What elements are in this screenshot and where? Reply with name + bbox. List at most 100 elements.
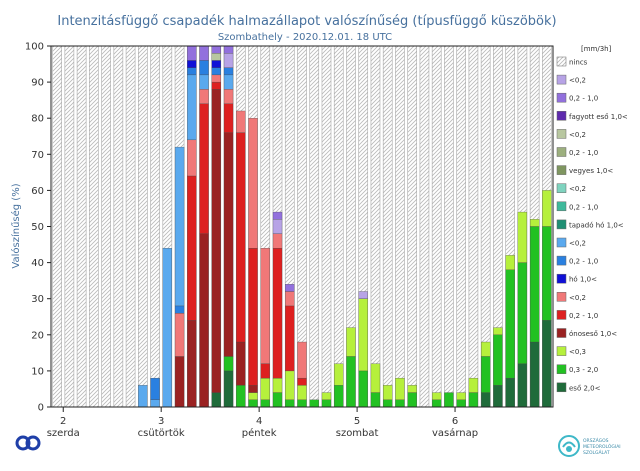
- legend-label: <0,2: [569, 77, 586, 85]
- bar-segment: [236, 110, 246, 133]
- legend-swatch: [556, 382, 567, 393]
- bar-segment: [358, 298, 368, 372]
- background-bar: [64, 45, 75, 408]
- legend-label: ónoseső 1,0<: [569, 329, 617, 338]
- bar-segment: [248, 248, 258, 386]
- bar-segment: [260, 248, 270, 364]
- bar-segment: [297, 399, 307, 408]
- background-bar: [333, 45, 344, 408]
- bar-segment: [334, 363, 344, 386]
- bar-segment: [272, 211, 283, 220]
- background-bar: [395, 45, 405, 408]
- bar-segment: [358, 370, 368, 408]
- legend-swatch: [556, 273, 567, 284]
- background-bar: [468, 45, 479, 408]
- legend-swatch: [556, 56, 567, 67]
- bar-segment: [272, 219, 283, 234]
- bar-segment: [260, 363, 270, 379]
- background-bar: [431, 45, 442, 408]
- background-bar: [382, 45, 393, 408]
- legend-label: nincs: [569, 59, 588, 67]
- x-tick-label: 6: [452, 416, 458, 427]
- x-tick-label: 5: [354, 416, 360, 427]
- legend-label: <0,2: [569, 294, 586, 302]
- legend-label: fagyott eső 1,0<: [569, 112, 628, 121]
- bar-segment: [432, 399, 442, 408]
- bar-segment: [456, 392, 466, 400]
- bar-segment: [199, 74, 209, 90]
- bar-segment: [297, 377, 307, 386]
- bar-segment: [138, 385, 148, 408]
- omsz-left-logo: [15, 435, 41, 451]
- background-bar: [150, 45, 160, 408]
- bar-segment: [223, 103, 234, 133]
- bar-segment: [260, 399, 270, 408]
- svg-text:SZOLGÁLAT: SZOLGÁLAT: [583, 449, 610, 456]
- legend-label: 0,2 - 1,0: [569, 149, 598, 157]
- y-tick-label: 100: [25, 42, 44, 53]
- bar-segment: [529, 226, 540, 343]
- bar-segment: [370, 392, 381, 408]
- plot-area: [52, 45, 552, 408]
- bar-segment: [370, 363, 381, 393]
- legend-swatch: [556, 183, 567, 193]
- bar-segment: [248, 392, 258, 400]
- legend-label: 0,2 - 1,0: [569, 95, 598, 103]
- bar-segment: [150, 377, 160, 400]
- bar-segment: [493, 385, 503, 408]
- bar-segment: [395, 399, 405, 408]
- bar-segment: [505, 269, 515, 379]
- bar-segment: [174, 312, 185, 357]
- x-day-label: csütörtök: [138, 428, 185, 439]
- bar-segment: [174, 146, 185, 307]
- legend-swatch: [556, 364, 567, 374]
- bar-segment: [223, 370, 234, 408]
- bar-segment: [297, 341, 307, 379]
- background-bar: [125, 45, 136, 408]
- legend-label: tapadó hó 1,0<: [569, 221, 624, 229]
- y-tick-label: 40: [31, 258, 44, 269]
- bar-segment: [223, 53, 234, 68]
- legend-swatch: [556, 346, 567, 356]
- bar-segment: [346, 327, 356, 357]
- bar-segment: [517, 262, 528, 364]
- svg-text:ORSZÁGOS: ORSZÁGOS: [583, 437, 609, 444]
- bar-segment: [383, 385, 393, 400]
- bar-segment: [223, 132, 234, 357]
- background-bar: [101, 45, 111, 408]
- bar-segment: [272, 248, 283, 379]
- bar-segment: [407, 385, 417, 393]
- bar-segment: [211, 45, 221, 54]
- legend-label: 0,3 - 2,0: [569, 366, 598, 374]
- bar-segment: [334, 385, 344, 408]
- bar-segment: [493, 334, 503, 386]
- background-bar: [407, 45, 418, 408]
- bar-segment: [236, 341, 246, 386]
- bar-segment: [187, 74, 197, 141]
- bar-segment: [236, 385, 246, 408]
- bar-segment: [444, 392, 454, 408]
- background-bar: [113, 45, 124, 408]
- bar-segment: [309, 399, 319, 408]
- bar-segment: [542, 320, 552, 408]
- legend-swatch: [556, 165, 567, 175]
- bar-segment: [542, 190, 552, 227]
- bar-segment: [187, 139, 197, 177]
- bar-segment: [285, 305, 295, 372]
- legend-swatch: [556, 328, 567, 338]
- omsz-logo: ORSZÁGOS METEOROLÓGIAI SZOLGÁLAT: [558, 435, 621, 457]
- legend-swatch: [556, 310, 567, 320]
- bar-segment: [162, 248, 172, 408]
- x-day-label: vasárnap: [432, 427, 478, 439]
- bar-segment: [211, 60, 221, 68]
- bar-segment: [505, 377, 515, 408]
- bar-segment: [150, 399, 160, 408]
- bar-segment: [211, 392, 221, 408]
- legend-swatch: [556, 111, 567, 121]
- bar-segment: [187, 45, 197, 61]
- bar-segment: [529, 219, 540, 227]
- legend-swatch: [556, 92, 567, 103]
- bar-segment: [211, 67, 221, 76]
